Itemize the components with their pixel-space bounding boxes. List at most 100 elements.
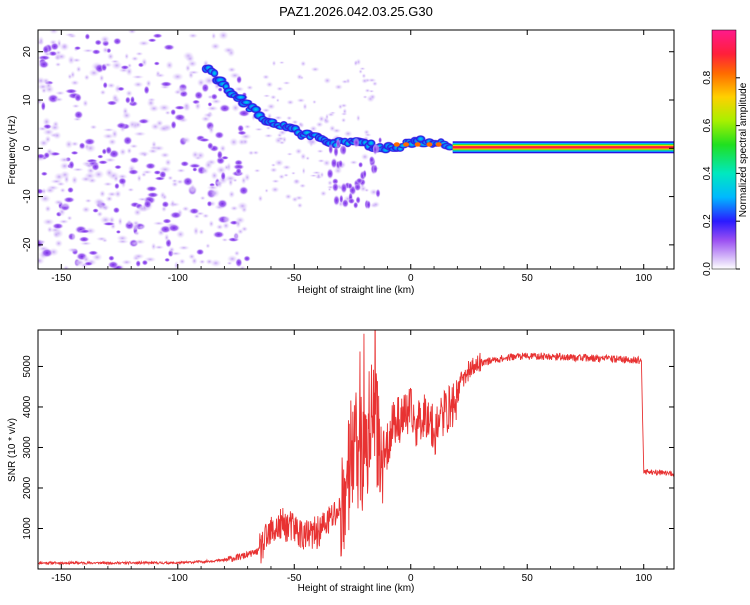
noise-speckle bbox=[238, 186, 249, 196]
noise-speckle bbox=[201, 83, 210, 93]
noise-speckle bbox=[217, 87, 223, 92]
noise-speckle bbox=[126, 147, 133, 155]
noise-speckle bbox=[243, 124, 252, 130]
noise-speckle bbox=[56, 52, 67, 61]
y-tick-label: 4000 bbox=[22, 395, 33, 418]
colorbar-tick-label: 0.2 bbox=[702, 214, 713, 228]
noise-speckle bbox=[193, 213, 201, 219]
noise-speckle bbox=[364, 132, 372, 137]
noise-speckle bbox=[38, 153, 46, 159]
noise-speckle bbox=[302, 102, 308, 111]
noise-speckle bbox=[226, 254, 239, 264]
noise-speckle bbox=[38, 35, 45, 46]
noise-speckle bbox=[79, 241, 93, 246]
noise-speckle bbox=[114, 164, 122, 170]
noise-speckle bbox=[152, 221, 165, 226]
noise-speckle bbox=[102, 81, 108, 89]
noise-speckle bbox=[121, 111, 132, 120]
noise-speckle bbox=[271, 179, 280, 184]
noise-speckle bbox=[38, 126, 48, 132]
noise-speckle bbox=[223, 164, 230, 171]
noise-speckle bbox=[46, 226, 53, 234]
noise-speckle bbox=[221, 237, 229, 242]
noise-speckle bbox=[73, 110, 84, 120]
noise-speckle bbox=[284, 193, 293, 200]
noise-speckle bbox=[319, 190, 327, 197]
noise-speckle bbox=[44, 135, 52, 144]
noise-speckle bbox=[103, 62, 113, 68]
figure-title: PAZ1.2026.042.03.25.G30 bbox=[279, 4, 433, 19]
x-tick-label: 0 bbox=[408, 273, 414, 284]
noise-speckle bbox=[222, 215, 231, 224]
noise-speckle bbox=[278, 140, 286, 145]
noise-speckle bbox=[66, 215, 73, 221]
noise-speckle bbox=[194, 90, 204, 100]
noise-speckle bbox=[209, 188, 221, 198]
noise-speckle bbox=[127, 30, 137, 35]
noise-speckle bbox=[114, 189, 122, 199]
x-tick-label: 50 bbox=[522, 273, 534, 284]
noise-speckle bbox=[361, 73, 367, 79]
noise-speckle bbox=[74, 93, 82, 103]
colorbar-tick-label: 0.8 bbox=[702, 70, 713, 84]
noise-speckle bbox=[269, 167, 278, 173]
noise-speckle bbox=[204, 160, 213, 170]
noise-speckle bbox=[102, 221, 116, 226]
noise-speckle bbox=[143, 85, 150, 95]
noise-speckle bbox=[237, 124, 245, 133]
noise-speckle bbox=[315, 121, 324, 128]
noise-speckle bbox=[305, 156, 311, 161]
ridge-blob bbox=[341, 198, 349, 208]
noise-speckle bbox=[119, 147, 127, 156]
noise-speckle bbox=[207, 142, 214, 150]
noise-speckle bbox=[262, 74, 270, 80]
ridge-blob bbox=[375, 188, 381, 199]
noise-speckle bbox=[222, 221, 230, 230]
noise-speckle bbox=[236, 228, 244, 235]
noise-speckle bbox=[84, 33, 91, 40]
ridge-blob bbox=[366, 199, 371, 210]
noise-speckle bbox=[59, 161, 70, 171]
y-tick-label: -10 bbox=[22, 189, 33, 204]
noise-speckle bbox=[91, 49, 102, 55]
noise-speckle bbox=[247, 150, 255, 156]
noise-speckle bbox=[140, 171, 147, 178]
noise-speckle bbox=[188, 253, 196, 260]
noise-speckle bbox=[143, 199, 152, 209]
noise-speckle bbox=[170, 120, 177, 130]
noise-speckle bbox=[221, 155, 229, 160]
ridge-blob bbox=[333, 194, 340, 206]
ridge-blob bbox=[340, 182, 348, 194]
noise-speckle bbox=[194, 101, 202, 111]
noise-speckle bbox=[117, 216, 123, 226]
x-tick-label: -50 bbox=[287, 273, 302, 284]
noise-speckle bbox=[59, 187, 66, 194]
noise-speckle bbox=[152, 33, 163, 39]
noise-speckle bbox=[264, 188, 269, 193]
noise-speckle bbox=[64, 139, 74, 150]
ridge-blob bbox=[340, 144, 347, 156]
noise-speckle bbox=[312, 99, 317, 105]
noise-speckle bbox=[84, 198, 93, 204]
noise-speckle bbox=[130, 56, 139, 62]
noise-speckle bbox=[232, 163, 245, 170]
colorbar-label: Normalized spectral amplitude bbox=[738, 82, 749, 217]
snr-ticks: -150 -100 -50 0 50 100 1000 2000 3000 4000 5000 bbox=[22, 330, 674, 584]
noise-speckle bbox=[209, 258, 222, 268]
noise-speckle bbox=[40, 248, 54, 258]
noise-speckle bbox=[265, 126, 272, 130]
noise-speckle bbox=[138, 118, 150, 125]
noise-speckle bbox=[49, 123, 61, 132]
ridge-blob bbox=[378, 136, 383, 144]
noise-speckle bbox=[71, 232, 76, 241]
noise-speckle bbox=[125, 66, 133, 77]
noise-speckle bbox=[137, 197, 148, 202]
noise-speckle bbox=[132, 81, 144, 88]
noise-speckle bbox=[169, 211, 182, 219]
noise-speckle bbox=[291, 196, 299, 203]
noise-speckle bbox=[171, 72, 185, 81]
noise-speckle bbox=[362, 95, 368, 99]
noise-speckle bbox=[112, 206, 121, 214]
